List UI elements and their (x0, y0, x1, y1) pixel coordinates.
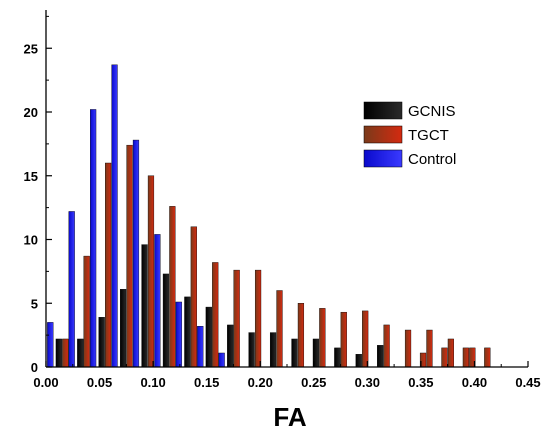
y-tick-label-2: 10 (24, 233, 38, 248)
bar-gcnis-13 (334, 347, 341, 368)
y-tick-label-3: 15 (24, 169, 38, 184)
bar-control-6 (175, 301, 182, 368)
bar-control-3 (111, 64, 118, 368)
bar-tgct-extra-2 (462, 347, 469, 368)
legend: GCNIS TGCT Control (363, 101, 456, 168)
bar-tgct-17 (426, 329, 433, 368)
y-tick-label-4: 20 (24, 105, 38, 120)
y-tick-label-5: 25 (24, 41, 38, 56)
legend-label-control: Control (408, 151, 456, 168)
bar-tgct-extra-3 (484, 347, 491, 368)
axes-layer: 0.00 0.05 0.10 0.15 0.20 0.25 0.30 0.35 0.40 0.45… (24, 10, 541, 390)
x-tick-label-9: 0.45 (515, 375, 540, 390)
bar-tgct-6 (190, 226, 197, 368)
bar-control-0 (47, 322, 54, 368)
y-tick-label-1: 5 (31, 296, 38, 311)
bars-layer (47, 64, 491, 368)
bar-tgct-extra-1 (441, 347, 448, 368)
legend-swatch-control (363, 149, 403, 168)
x-tick-label-3: 0.15 (194, 375, 219, 390)
bar-control-1 (68, 211, 75, 368)
bar-control-8 (218, 352, 225, 368)
bar-tgct-12 (319, 308, 326, 368)
bar-gcnis-6 (184, 296, 191, 368)
bar-tgct-8 (233, 269, 240, 368)
bar-gcnis-5 (162, 273, 170, 368)
bar-tgct-2 (105, 162, 112, 368)
x-tick-label-8: 0.40 (462, 375, 487, 390)
x-tick-label-2: 0.10 (140, 375, 165, 390)
legend-label-tgct: TGCT (408, 127, 449, 144)
bar-tgct-10 (276, 290, 283, 368)
bar-control-2 (90, 109, 97, 368)
bar-gcnis-11 (291, 338, 298, 368)
bar-tgct-11 (297, 303, 305, 368)
x-axis-title: FA (273, 402, 306, 432)
bar-tgct-15 (383, 324, 390, 368)
bar-tgct-3 (126, 144, 133, 368)
bar-gcnis-3 (120, 289, 127, 368)
bar-tgct-18 (447, 338, 454, 368)
x-tick-label-7: 0.35 (408, 375, 433, 390)
x-tick-label-6: 0.30 (355, 375, 380, 390)
bar-gcnis-7 (205, 306, 212, 368)
bar-gcnis-9 (248, 332, 255, 368)
bar-control-5 (154, 234, 161, 368)
legend-swatch-gcnis (363, 101, 403, 120)
bar-tgct-14 (362, 310, 369, 368)
bar-tgct-1 (83, 255, 90, 368)
bar-gcnis-15 (377, 345, 384, 368)
bar-tgct-4 (147, 175, 155, 368)
bar-gcnis-2 (98, 317, 105, 368)
x-tick-label-1: 0.05 (87, 375, 112, 390)
bar-control-4 (132, 139, 140, 368)
bar-gcnis-4 (141, 244, 148, 368)
bar-gcnis-1 (77, 338, 84, 368)
bar-control-7 (197, 326, 204, 368)
bar-gcnis-0 (55, 338, 62, 368)
x-tick-label-4: 0.20 (248, 375, 273, 390)
bar-tgct-0 (62, 338, 69, 368)
legend-label-gcnis: GCNIS (408, 103, 456, 120)
x-tick-label-5: 0.25 (301, 375, 326, 390)
legend-swatch-tgct (363, 125, 403, 144)
bar-tgct-9 (254, 269, 262, 368)
bar-gcnis-14 (355, 354, 362, 368)
bar-tgct-5 (169, 206, 176, 368)
bar-tgct-16 (404, 329, 412, 368)
bar-gcnis-10 (269, 332, 277, 368)
y-tick-label-0: 0 (31, 360, 38, 375)
bar-tgct-13 (340, 311, 347, 368)
x-tick-label-0: 0.00 (33, 375, 58, 390)
bar-tgct-7 (212, 262, 219, 368)
bar-gcnis-8 (227, 324, 234, 368)
